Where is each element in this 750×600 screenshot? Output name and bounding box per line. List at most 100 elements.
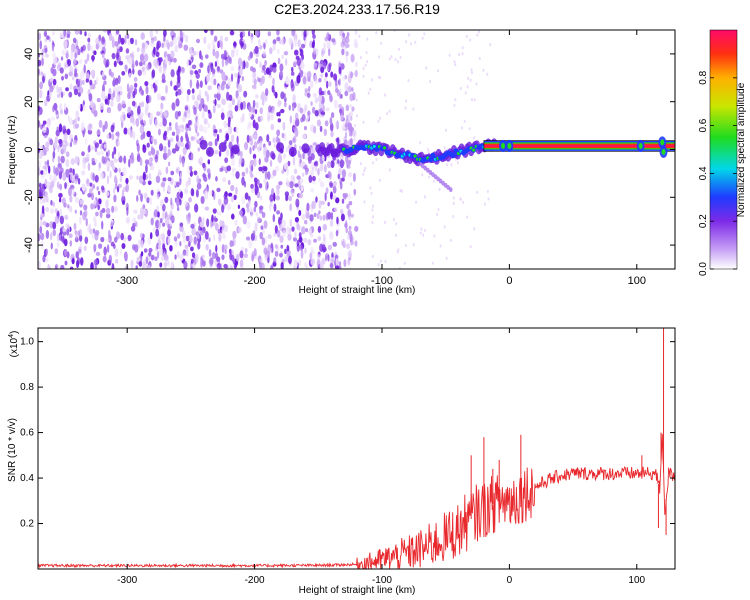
spectrogram-speckle [348, 201, 353, 206]
spectrogram-speckle [213, 78, 217, 86]
spectrogram-speckle [175, 168, 180, 173]
spectrogram-speckle [155, 51, 160, 58]
spectrogram-speckle [158, 65, 163, 73]
spectrogram-speckle [167, 139, 171, 148]
spectrogram-speckle [377, 75, 380, 79]
spectrogram-speckle [115, 258, 119, 264]
spectrogram-speckle [122, 103, 127, 109]
spectrogram-speckle [189, 165, 193, 171]
spectrogram-speckle [224, 248, 227, 255]
spectrogram-speckle [254, 30, 259, 37]
spectrogram-speckle [213, 35, 218, 42]
spectrogram-speckle [170, 216, 175, 222]
spectrogram-speckle [384, 259, 387, 263]
spectrogram-speckle [49, 91, 52, 100]
spectrogram-speckle [136, 143, 140, 153]
spectrogram-speckle [220, 112, 225, 121]
spectrogram-speckle [433, 234, 436, 238]
spectrogram-speckle [246, 134, 250, 143]
spectrogram-speckle [327, 81, 332, 87]
spectrogram-speckle [153, 46, 156, 55]
spectrogram-speckle [452, 201, 455, 205]
spectrogram-speckle [203, 126, 208, 134]
spectrogram-speckle [318, 101, 324, 110]
spectrogram-speckle [256, 76, 260, 82]
spectrogram-speckle [200, 195, 205, 205]
spectrogram-speckle [425, 66, 428, 70]
spectrogram-speckle [263, 220, 268, 229]
spectrogram-speckle [317, 236, 322, 242]
spectrogram-speckle [399, 188, 402, 193]
spectrogram-speckle [252, 71, 257, 79]
spectrogram-speckle [316, 213, 320, 220]
spectrogram-speckle [235, 48, 239, 57]
spectrogram-speckle [168, 149, 172, 156]
spectrogram-speckle [295, 198, 300, 208]
spectrogram-speckle [232, 257, 236, 265]
spectrogram-speckle [244, 141, 249, 151]
spectrogram-speckle [303, 34, 306, 41]
spectrogram-speckle [150, 254, 155, 261]
spectrogram-speckle [70, 188, 75, 196]
spectrogram-speckle [292, 156, 296, 166]
spectrogram-speckle [453, 60, 456, 64]
spectrogram-speckle [346, 243, 350, 250]
spectrogram-speckle [296, 239, 300, 247]
spectrogram-speckle [127, 92, 131, 100]
spectrogram-speckle [196, 38, 201, 44]
spectrogram-speckle [281, 229, 287, 238]
spectrogram-speckle [74, 178, 78, 185]
snr-x-tick-label: 100 [628, 575, 645, 586]
spectrogram-speckle [346, 114, 349, 121]
spectrogram-speckle [346, 159, 349, 169]
spectrogram-speckle [45, 229, 50, 239]
spectrogram-speckle [313, 125, 317, 134]
spectrogram-speckle [306, 202, 310, 212]
spectrogram-speckle [163, 111, 167, 117]
spectrogram-speckle [250, 36, 254, 44]
spectrogram-speckle [362, 66, 365, 70]
spectrogram-speckle [334, 78, 338, 86]
spectrogram-speckle [63, 30, 67, 37]
spectrogram-speckle [264, 156, 269, 163]
spectrogram-speckle [195, 72, 200, 79]
spectrogram-speckle [123, 127, 128, 135]
spectrogram-speckle [55, 109, 59, 115]
spectrogram-speckle [69, 83, 73, 91]
spectrogram-speckle [38, 89, 41, 99]
colorbar-gradient [710, 30, 737, 269]
spectrogram-speckle [70, 158, 75, 165]
spectrogram-speckle [230, 196, 234, 203]
spectrogram-speckle [102, 255, 107, 263]
spectrogram-speckle [239, 266, 245, 269]
spectrogram-speckle [209, 190, 213, 196]
spectrogram-speckle [55, 208, 58, 214]
spectrogram-speckle [322, 223, 328, 231]
spectrogram-speckle [207, 173, 211, 178]
spectrogram-speckle [87, 37, 91, 43]
spectrogram-speckle [45, 249, 48, 256]
spectrogram-speckle [153, 85, 157, 94]
spectrogram-speckle [242, 31, 246, 38]
spectrogram-speckle [226, 165, 232, 172]
spectrogram-speckle [241, 76, 245, 82]
spectrogram-speckle [104, 98, 108, 105]
spectrogram-speckle [439, 244, 442, 248]
spectrogram-speckle [127, 106, 132, 115]
spectrogram-speckle [204, 30, 208, 34]
spectrogram-speckle [261, 165, 266, 171]
spectrogram-speckle [320, 111, 326, 116]
spectrogram-speckle [160, 102, 164, 110]
spectrogram-speckle [41, 57, 44, 66]
spectrogram-speckle [155, 30, 159, 35]
spectrogram-speckle [277, 48, 280, 55]
spectrogram-speckle [136, 47, 140, 53]
spectrogram-speckle [224, 157, 229, 164]
spectrogram-speckle [74, 52, 77, 59]
spectrogram-speckle [297, 39, 301, 48]
spectrogram-speckle [65, 87, 69, 92]
spectrogram-speckle [79, 30, 83, 35]
spectrogram-speckle [299, 178, 304, 184]
spectrogram-speckle [223, 196, 229, 205]
spectrogram-speckle [52, 150, 56, 159]
